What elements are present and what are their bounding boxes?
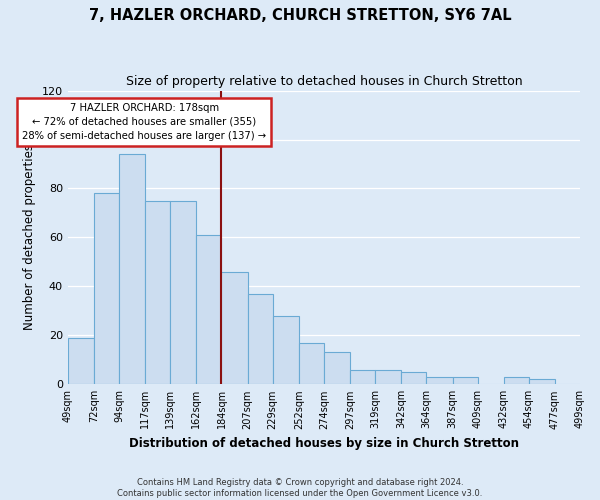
Bar xyxy=(119,154,145,384)
Bar xyxy=(324,352,350,384)
Bar xyxy=(248,294,272,384)
Bar xyxy=(401,372,427,384)
Title: Size of property relative to detached houses in Church Stretton: Size of property relative to detached ho… xyxy=(125,75,522,88)
Text: 7, HAZLER ORCHARD, CHURCH STRETTON, SY6 7AL: 7, HAZLER ORCHARD, CHURCH STRETTON, SY6 … xyxy=(89,8,511,22)
Bar xyxy=(529,380,555,384)
X-axis label: Distribution of detached houses by size in Church Stretton: Distribution of detached houses by size … xyxy=(129,437,519,450)
Bar xyxy=(350,370,375,384)
Bar xyxy=(94,194,119,384)
Bar xyxy=(196,235,221,384)
Bar xyxy=(170,200,196,384)
Bar xyxy=(427,377,452,384)
Bar xyxy=(452,377,478,384)
Bar xyxy=(272,316,299,384)
Bar xyxy=(504,377,529,384)
Text: 7 HAZLER ORCHARD: 178sqm
← 72% of detached houses are smaller (355)
28% of semi-: 7 HAZLER ORCHARD: 178sqm ← 72% of detach… xyxy=(22,103,266,141)
Bar xyxy=(375,370,401,384)
Bar xyxy=(299,342,324,384)
Bar xyxy=(145,200,170,384)
Y-axis label: Number of detached properties: Number of detached properties xyxy=(23,144,36,330)
Text: Contains HM Land Registry data © Crown copyright and database right 2024.
Contai: Contains HM Land Registry data © Crown c… xyxy=(118,478,482,498)
Bar xyxy=(68,338,94,384)
Bar xyxy=(221,272,248,384)
